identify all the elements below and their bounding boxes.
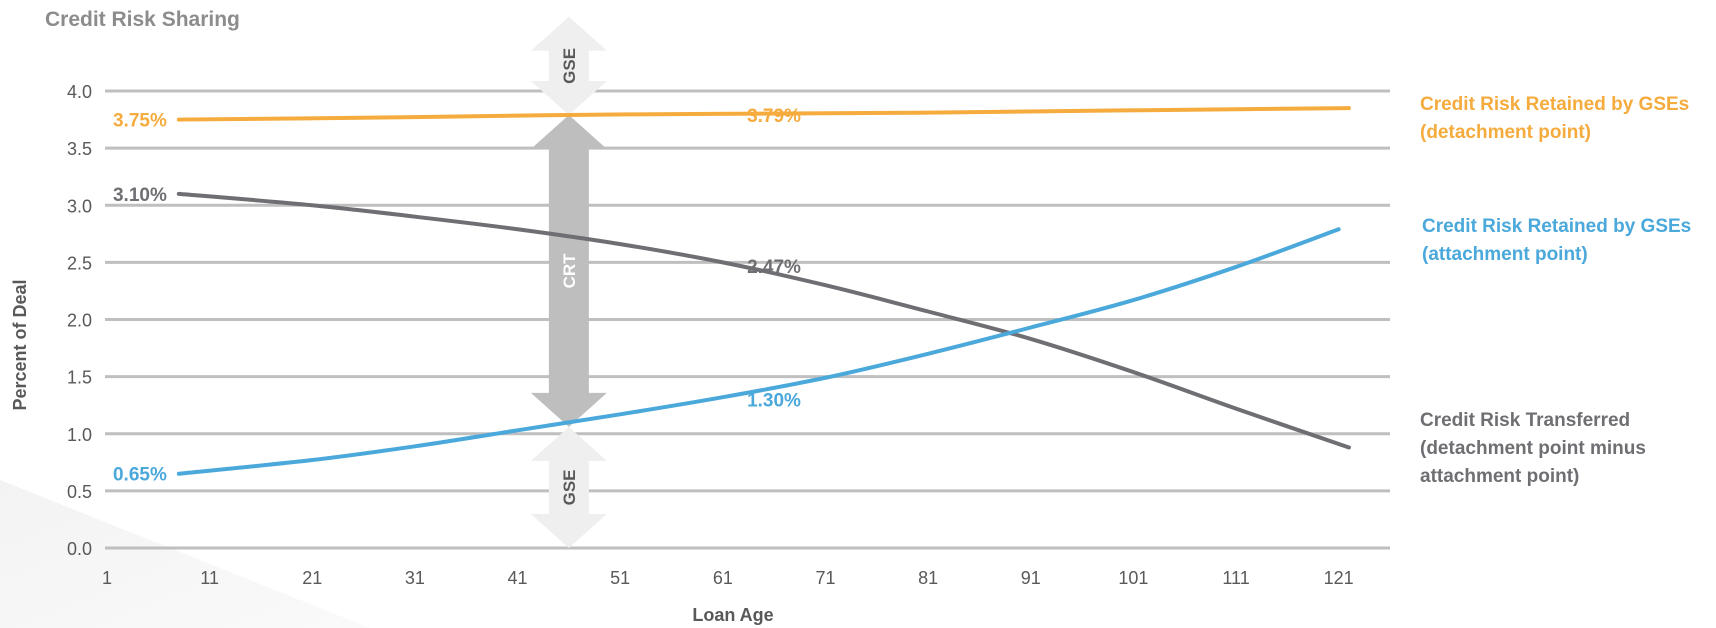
x-tick-label: 21: [302, 568, 322, 588]
range-arrows: GSE GSE CRT: [530, 16, 607, 548]
y-tick-label: 1.5: [67, 368, 92, 388]
x-tick-label: 101: [1118, 568, 1148, 588]
legend: Credit Risk Retained by GSEs (detachment …: [1420, 94, 1691, 487]
gse-top-arrow-label: GSE: [560, 48, 579, 84]
data-label-transferred: 2.47%: [747, 257, 801, 278]
gse-bottom-arrow-label: GSE: [560, 469, 579, 505]
corner-decoration: [0, 480, 370, 628]
x-tick-label: 1: [102, 568, 112, 588]
gridlines: [105, 89, 1390, 550]
x-tick-label: 121: [1324, 568, 1354, 588]
x-tick-label: 71: [815, 568, 835, 588]
y-tick-label: 3.5: [67, 139, 92, 159]
x-tick-label: 11: [200, 568, 219, 588]
y-tick-label: 0.5: [67, 482, 92, 502]
crt-arrow-label: CRT: [560, 253, 579, 289]
y-tick-label: 3.0: [67, 196, 92, 216]
y-tick-label: 2.0: [67, 311, 92, 331]
y-tick-label: 1.0: [67, 425, 92, 445]
legend-line: Credit Risk Transferred: [1420, 410, 1630, 431]
legend-line: (detachment point minus: [1420, 438, 1646, 459]
data-label-attachment: 1.30%: [747, 390, 801, 411]
series-line-detachment: [176, 106, 1351, 122]
legend-entry-detachment: Credit Risk Retained by GSEs (detachment …: [1420, 94, 1689, 143]
x-tick-label: 81: [918, 568, 938, 588]
y-tick-label: 0.0: [67, 539, 92, 559]
chart-title: Credit Risk Sharing: [45, 8, 240, 31]
x-tick-label: 111: [1222, 568, 1249, 588]
x-tick-label: 61: [713, 568, 733, 588]
x-tick-label: 41: [508, 568, 528, 588]
data-label-detachment: 3.79%: [747, 106, 801, 127]
x-axis-title: Loan Age: [692, 605, 773, 625]
y-axis-title: Percent of Deal: [10, 279, 30, 410]
legend-line: Credit Risk Retained by GSEs: [1422, 216, 1691, 237]
y-tick-label: 2.5: [67, 253, 92, 273]
gse-top-arrow: [530, 16, 607, 115]
x-tick-label: 91: [1021, 568, 1041, 588]
data-labels: 3.75% 3.79% 3.10% 2.47% 0.65% 1.30%: [113, 106, 801, 486]
data-label-attachment: 0.65%: [113, 465, 167, 486]
gse-bottom-arrow: [530, 426, 607, 548]
legend-line: attachment point): [1420, 466, 1579, 487]
legend-line: Credit Risk Retained by GSEs: [1420, 94, 1689, 115]
legend-entry-transferred: Credit Risk Transferred (detachment point…: [1420, 410, 1646, 487]
crt-arrow: [530, 114, 607, 427]
y-tick-label: 4.0: [67, 82, 92, 102]
series-line-attachment: [176, 227, 1341, 476]
data-label-detachment: 3.75%: [113, 111, 167, 132]
x-tick-labels: 1 11 21 31 41 51 61 71 81 91 101 111 121: [102, 568, 1354, 588]
legend-line: (detachment point): [1420, 122, 1591, 143]
x-tick-label: 51: [610, 568, 630, 588]
y-tick-labels: 0.0 0.5 1.0 1.5 2.0 2.5 3.0 3.5 4.0: [67, 82, 92, 559]
data-label-transferred: 3.10%: [113, 185, 167, 206]
series-lines: [176, 106, 1351, 476]
x-tick-label: 31: [405, 568, 425, 588]
legend-line: (attachment point): [1422, 244, 1588, 265]
legend-entry-attachment: Credit Risk Retained by GSEs (attachment …: [1422, 216, 1691, 265]
series-line-transferred: [176, 191, 1351, 450]
